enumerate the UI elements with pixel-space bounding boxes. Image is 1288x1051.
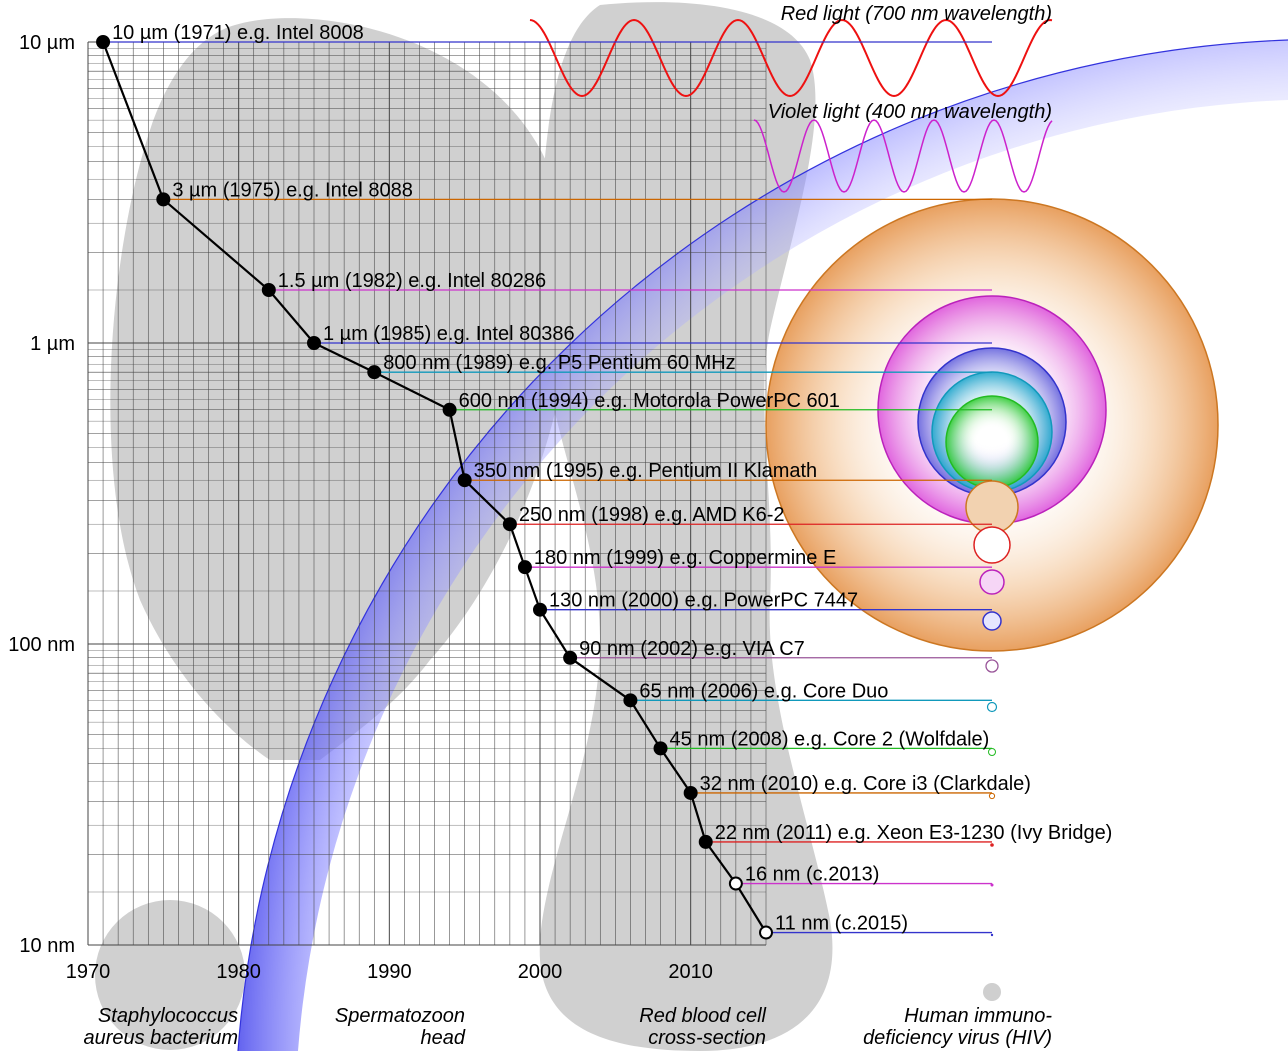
x-tick-label: 2010	[668, 961, 713, 983]
data-point-label: 180 nm (1999) e.g. Coppermine E	[534, 547, 836, 569]
hiv-label-1: Human immuno-	[904, 1005, 1052, 1027]
data-point-label: 350 nm (1995) e.g. Pentium II Klamath	[474, 460, 818, 482]
x-tick-label: 1980	[216, 961, 261, 983]
spermatozoon-label-2: head	[421, 1027, 466, 1049]
blue-small-circle	[982, 611, 1002, 631]
object-labels: Staphylococcus aureus bacterium Spermato…	[83, 1005, 1052, 1049]
y-tick-label: 1 µm	[30, 333, 75, 355]
data-points	[96, 35, 773, 940]
data-point-label: 11 nm (c.2015)	[775, 913, 908, 935]
data-point	[623, 693, 638, 708]
magenta-small-circle	[979, 569, 1005, 595]
staphylococcus-label-1: Staphylococcus	[98, 1005, 238, 1027]
data-point	[683, 785, 698, 800]
red-blood-cell-label-1: Red blood cell	[639, 1005, 766, 1027]
data-point	[156, 192, 171, 207]
data-point-label: 800 nm (1989) e.g. P5 Pentium 60 MHz	[383, 352, 735, 374]
data-point	[698, 834, 713, 849]
data-point	[261, 282, 276, 297]
data-point	[759, 925, 773, 940]
data-point	[502, 517, 517, 532]
data-point	[457, 473, 472, 488]
green-tiny-circle	[988, 748, 996, 756]
staphylococcus-shape	[95, 900, 245, 1050]
spermatozoon-label-1: Spermatozoon	[335, 1005, 465, 1027]
data-point-label: 10 µm (1971) e.g. Intel 8008	[112, 22, 364, 44]
data-point	[533, 602, 547, 617]
data-point	[563, 650, 578, 665]
data-point	[442, 402, 457, 417]
data-point-label: 45 nm (2008) e.g. Core 2 (Wolfdale)	[670, 728, 990, 750]
hiv-shape	[983, 983, 1001, 1001]
blue-tiny-circle	[990, 933, 994, 937]
y-axis-ticks: 10 µm 1 µm 100 nm 10 nm	[8, 32, 75, 957]
size-circles	[765, 198, 1219, 937]
data-point-label: 32 nm (2010) e.g. Core i3 (Clarkdale)	[700, 773, 1031, 795]
y-tick-label: 10 nm	[19, 935, 75, 957]
y-tick-label: 100 nm	[8, 634, 75, 656]
purple-tiny-circle	[985, 659, 999, 673]
y-tick-label: 10 µm	[19, 32, 75, 54]
data-point-label: 600 nm (1994) e.g. Motorola PowerPC 601	[459, 390, 840, 412]
connector-lines	[103, 41, 992, 934]
data-point	[728, 876, 743, 891]
red-tiny-circle	[990, 843, 994, 847]
red-light-label: Red light (700 nm wavelength)	[781, 3, 1052, 25]
x-tick-label: 2000	[518, 961, 563, 983]
data-point-label: 90 nm (2002) e.g. VIA C7	[579, 638, 805, 660]
x-tick-label: 1990	[367, 961, 412, 983]
data-point	[367, 365, 382, 380]
data-point-label: 250 nm (1998) e.g. AMD K6-2	[519, 504, 785, 526]
data-point	[96, 35, 111, 49]
red-small-circle	[973, 526, 1011, 564]
red-blood-cell-shape	[539, 2, 833, 1051]
violet-light-wave	[753, 119, 1053, 193]
data-point-label: 3 µm (1975) e.g. Intel 8088	[172, 179, 413, 201]
data-point-label: 65 nm (2006) e.g. Core Duo	[639, 680, 888, 702]
data-point	[517, 560, 532, 575]
red-blood-cell-label-2: cross-section	[648, 1027, 766, 1049]
data-point-label: 22 nm (2011) e.g. Xeon E3-1230 (Ivy Brid…	[715, 822, 1113, 844]
data-point-label: 1 µm (1985) e.g. Intel 80386	[323, 323, 575, 345]
cyan-tiny-circle	[986, 701, 998, 713]
x-tick-label: 1970	[66, 961, 111, 983]
data-point	[307, 336, 321, 350]
violet-light-label: Violet light (400 nm wavelength)	[768, 101, 1052, 123]
data-point-label: 16 nm (c.2013)	[745, 864, 880, 886]
data-point-label: 130 nm (2000) e.g. PowerPC 7447	[549, 590, 858, 612]
magenta-tiny-circle	[990, 883, 994, 887]
data-point-label: 1.5 µm (1982) e.g. Intel 80286	[278, 270, 546, 292]
data-point	[653, 741, 668, 756]
x-axis-ticks: 1970 1980 1990 2000 2010	[66, 961, 713, 983]
staphylococcus-label-2: aureus bacterium	[83, 1027, 238, 1049]
hiv-label-2: deficiency virus (HIV)	[863, 1027, 1052, 1049]
blue-arc	[238, 40, 1288, 1051]
data-point-labels: 10 µm (1971) e.g. Intel 8008 3 µm (1975) …	[112, 22, 1112, 935]
grid	[87, 41, 767, 946]
orange-small-circle	[965, 480, 1019, 534]
